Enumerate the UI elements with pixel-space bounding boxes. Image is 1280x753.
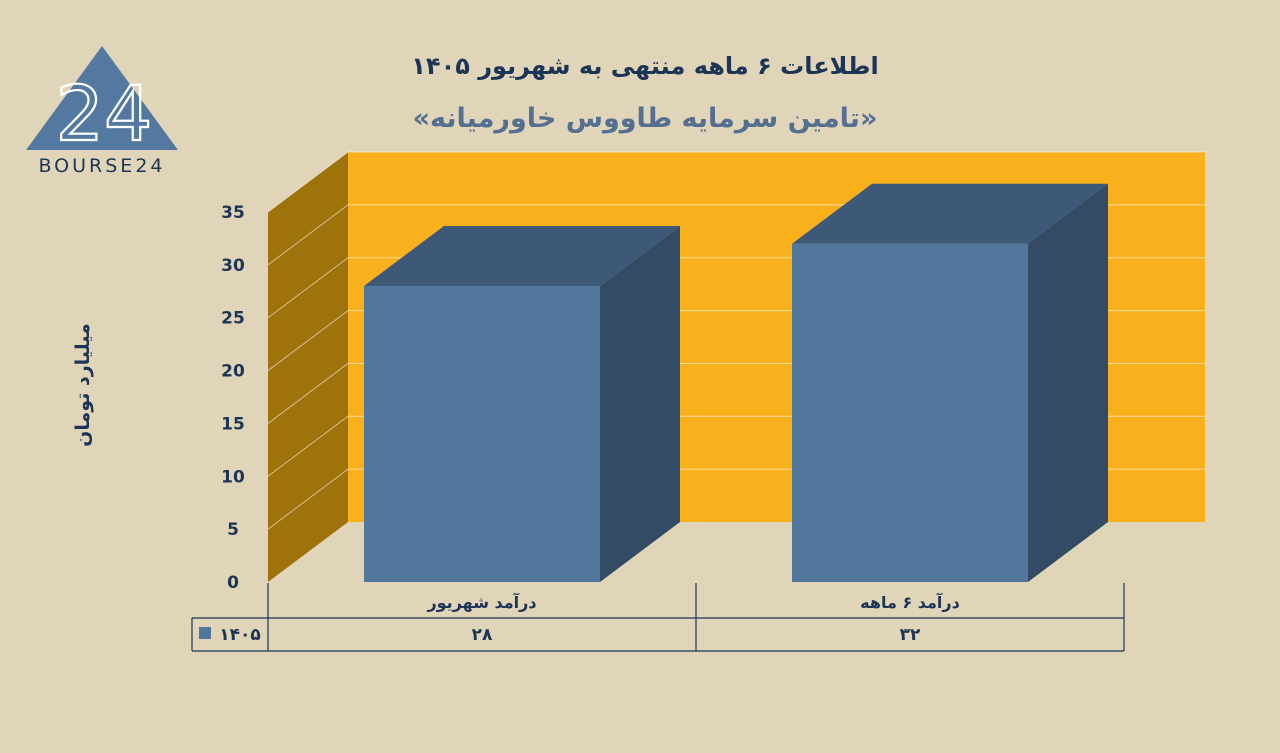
bar-front-1 xyxy=(364,286,600,582)
y-tick-label-25: 25 xyxy=(221,309,245,329)
bar-side-1 xyxy=(600,226,680,582)
y-tick-label-10: 10 xyxy=(221,467,245,487)
category-label-1: درآمد شهریور xyxy=(426,592,536,612)
chart-subtitle: «تامین سرمایه طاووس خاورمیانه» xyxy=(412,103,878,134)
y-tick-label-20: 20 xyxy=(221,362,245,382)
gridline-35 xyxy=(267,151,1205,213)
bar-side-2 xyxy=(1028,183,1108,582)
side-wall xyxy=(268,152,348,582)
logo-triangle-icon xyxy=(26,46,178,150)
value-label-2: ۳۲ xyxy=(900,625,921,645)
logo-digits: 24 xyxy=(56,69,153,156)
bar-top-1 xyxy=(364,226,680,286)
y-tick-label-15: 15 xyxy=(221,414,245,434)
y-tick-label-35: 35 xyxy=(221,203,245,223)
logo-text: BOURSE24 xyxy=(38,155,166,177)
bourse24-logo: 24 xyxy=(26,46,178,156)
bar-2 xyxy=(792,183,1108,582)
bar-1 xyxy=(364,226,680,582)
y-tick-label-0: 0 xyxy=(227,573,239,593)
bar-top-2 xyxy=(792,183,1108,244)
legend-swatch xyxy=(199,627,211,639)
value-label-1: ۲۸ xyxy=(472,625,493,645)
chart-title: اطلاعات ۶ ماهه منتهی به شهریور ۱۴۰۵ xyxy=(411,52,879,80)
legend-series-name: ۱۴۰۵ xyxy=(219,625,261,645)
bar-front-2 xyxy=(792,243,1028,582)
category-label-2: درآمد ۶ ماهه xyxy=(860,592,960,612)
y-tick-label-30: 30 xyxy=(221,256,245,276)
y-tick-label-5: 5 xyxy=(227,520,239,540)
